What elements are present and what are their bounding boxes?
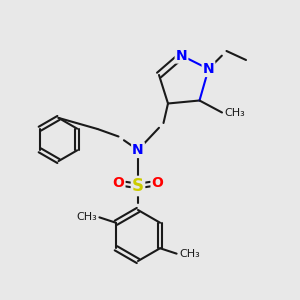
Text: CH₃: CH₃ (179, 249, 200, 259)
Text: N: N (203, 62, 214, 76)
Text: S: S (132, 177, 144, 195)
Text: N: N (176, 49, 187, 62)
Text: N: N (132, 143, 144, 157)
Text: CH₃: CH₃ (76, 212, 97, 222)
Text: O: O (152, 176, 164, 190)
Text: O: O (112, 176, 124, 190)
Text: CH₃: CH₃ (224, 107, 245, 118)
